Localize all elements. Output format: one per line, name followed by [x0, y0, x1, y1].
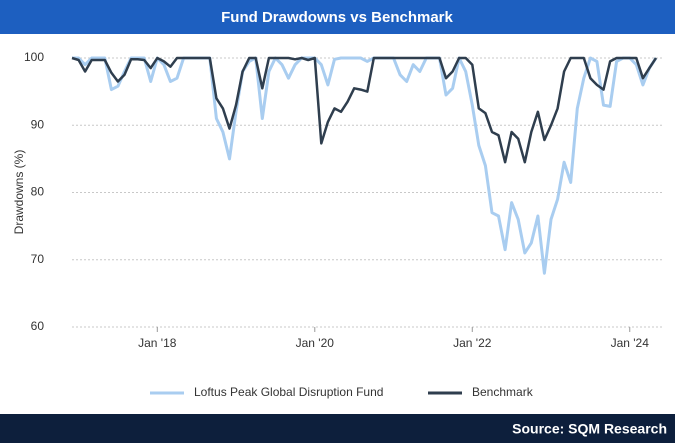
legend-label: Loftus Peak Global Disruption Fund	[194, 385, 383, 399]
x-tick-label: Jan '24	[611, 336, 650, 350]
y-axis-label: Drawdowns (%)	[12, 150, 26, 235]
source-bar	[0, 414, 675, 443]
x-tick-label: Jan '20	[296, 336, 335, 350]
source: Source: SQM Research	[512, 421, 667, 437]
legend-label: Benchmark	[472, 385, 534, 399]
y-tick-label: 100	[24, 50, 44, 64]
chart-title: Fund Drawdowns vs Benchmark	[221, 9, 453, 26]
title-bar	[0, 0, 675, 34]
y-tick-label: 70	[31, 252, 45, 266]
x-tick-label: Jan '22	[453, 336, 492, 350]
y-tick-label: 90	[31, 117, 45, 131]
y-tick-label: 80	[31, 185, 45, 199]
y-tick-label: 60	[31, 319, 45, 333]
x-tick-label: Jan '18	[138, 336, 177, 350]
series-line	[71, 56, 658, 164]
series-line	[72, 56, 658, 275]
